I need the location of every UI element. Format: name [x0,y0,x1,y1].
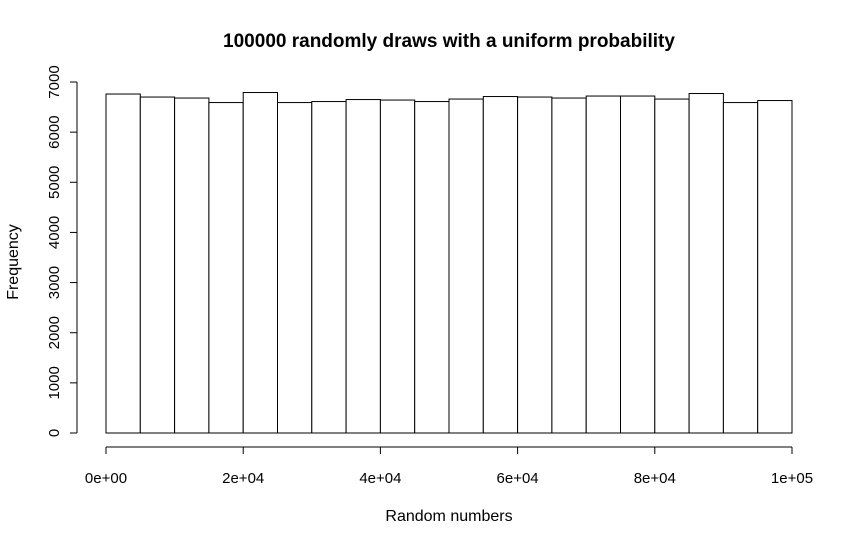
bars-group [105,92,793,434]
histogram-bar [448,98,484,434]
x-tick-label: 4e+04 [359,470,401,487]
histogram-bar [688,93,724,434]
histogram-bar [517,96,553,434]
histogram-bar [482,96,519,434]
x-tick-label: 2e+04 [222,470,264,487]
x-tick-label: 1e+05 [771,470,813,487]
x-axis: 0e+00 2e+04 4e+04 6e+04 8e+04 1e+05 [85,446,813,487]
histogram-bar [242,92,278,434]
y-tick-label: 3000 [46,266,63,299]
histogram-bar [414,101,450,434]
y-axis: 0 1000 2000 3000 4000 5000 6000 7000 [46,65,78,437]
histogram-bar [277,102,313,434]
histogram-bar [311,101,347,434]
histogram-bar [345,99,381,434]
y-tick-label: 1000 [46,366,63,399]
y-tick-label: 4000 [46,216,63,249]
histogram-bar [208,102,244,434]
histogram-bar [174,97,210,434]
x-axis-label: Random numbers [385,508,512,525]
histogram-bar [654,98,690,434]
x-tick-label: 6e+04 [497,470,539,487]
histogram-bar [139,96,176,434]
y-tick-label: 0 [46,429,63,437]
y-tick-label: 6000 [46,115,63,148]
histogram-bar [757,100,793,434]
chart-title: 100000 randomly draws with a uniform pro… [223,31,675,52]
x-tick-label: 0e+00 [85,470,127,487]
histogram-bar [722,102,759,434]
histogram-bar [551,97,587,434]
y-axis-label: Frequency [5,224,22,300]
y-tick-label: 2000 [46,316,63,349]
histogram-bar [105,93,141,434]
histogram-bar [379,99,416,434]
y-tick-label: 5000 [46,166,63,199]
y-tick-label: 7000 [46,65,63,98]
histogram-bar [585,95,622,434]
histogram-bar [620,95,656,434]
x-tick-label: 8e+04 [634,470,676,487]
